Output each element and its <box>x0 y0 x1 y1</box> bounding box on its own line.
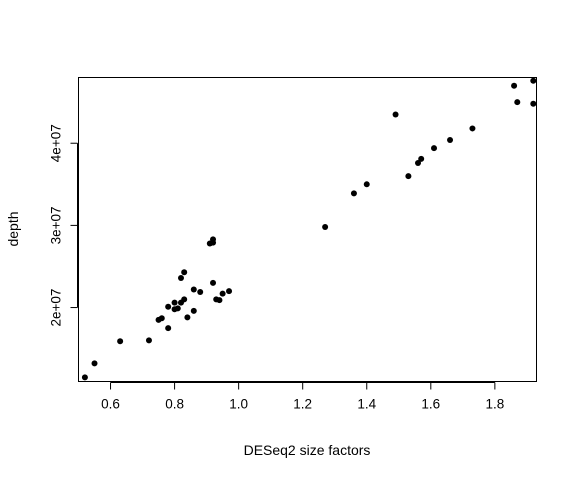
data-point <box>414 159 421 166</box>
y-axis: 2e+07 3e+07 4e+07 <box>49 124 78 327</box>
y-axis-label: depth <box>5 211 21 246</box>
x-tick-label: 0.8 <box>165 397 184 412</box>
data-point <box>514 99 521 106</box>
y-tick-label: 3e+07 <box>49 206 64 244</box>
x-tick-label: 1.8 <box>485 397 504 412</box>
data-point <box>181 296 188 303</box>
data-point <box>181 269 188 276</box>
data-point <box>216 297 223 304</box>
data-point <box>117 338 124 345</box>
data-point <box>431 145 438 152</box>
data-point <box>210 279 217 286</box>
data-point <box>184 314 191 321</box>
data-point <box>392 111 399 118</box>
data-point <box>418 155 425 162</box>
x-axis-label: DESeq2 size factors <box>244 442 371 458</box>
y-tick-label: 4e+07 <box>49 124 64 162</box>
data-point <box>530 100 537 107</box>
x-tick-label: 1.4 <box>357 397 376 412</box>
data-point <box>197 288 204 295</box>
plot-frame <box>78 77 537 382</box>
data-point <box>447 136 454 143</box>
data-point <box>363 181 370 188</box>
data-point <box>145 337 152 344</box>
data-point <box>177 274 184 281</box>
data-point <box>469 125 476 132</box>
x-tick-label: 0.6 <box>101 397 120 412</box>
data-point <box>210 239 217 246</box>
data-point <box>158 315 165 322</box>
data-point <box>322 224 329 231</box>
data-point <box>530 77 537 84</box>
data-point <box>226 288 233 295</box>
data-point <box>91 360 98 367</box>
data-point <box>190 307 197 314</box>
data-point <box>405 173 412 180</box>
data-point <box>219 290 226 297</box>
x-tick-label: 1.0 <box>229 397 248 412</box>
data-point <box>171 299 178 306</box>
data-point <box>190 286 197 293</box>
x-tick-label: 1.2 <box>293 397 312 412</box>
data-point <box>81 374 88 381</box>
data-point <box>511 82 518 89</box>
y-tick-label: 2e+07 <box>49 289 64 327</box>
data-points <box>81 77 537 381</box>
data-point <box>165 325 172 332</box>
x-tick-label: 1.6 <box>421 397 440 412</box>
data-point <box>165 303 172 310</box>
data-point <box>350 190 357 197</box>
data-point <box>174 305 181 312</box>
x-axis: 0.6 0.8 1.0 1.2 1.4 1.6 1.8 <box>101 382 504 412</box>
